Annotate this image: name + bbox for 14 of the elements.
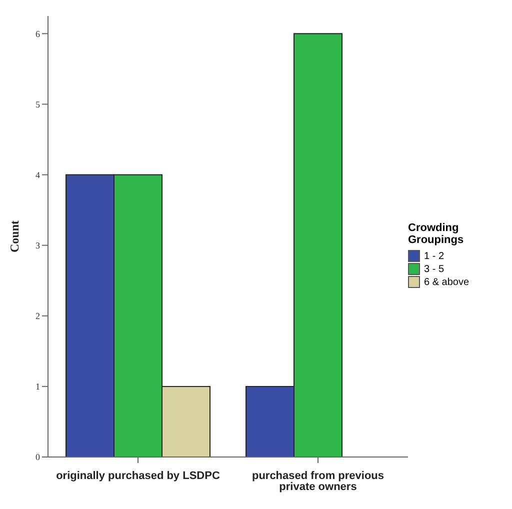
y-tick-label: 3 — [36, 240, 40, 251]
y-tick-label: 2 — [36, 311, 40, 322]
y-tick-label: 1 — [36, 382, 40, 392]
legend-title: Crowding Groupings — [408, 222, 465, 246]
x-tick-label: purchased from previous private owners — [252, 470, 384, 493]
y-axis-title: Count — [7, 220, 22, 253]
y-tick-label: 0 — [36, 452, 40, 462]
y-tick-label: 5 — [36, 99, 40, 110]
x-tick-label: originally purchased by LSDPC — [56, 470, 220, 482]
y-tick-label: 6 — [36, 28, 40, 39]
legend-label: 1 - 2 — [424, 250, 444, 262]
legend-label: 6 & above — [424, 276, 470, 288]
y-tick-label: 4 — [36, 170, 40, 180]
legend-label: 3 - 5 — [424, 264, 444, 274]
